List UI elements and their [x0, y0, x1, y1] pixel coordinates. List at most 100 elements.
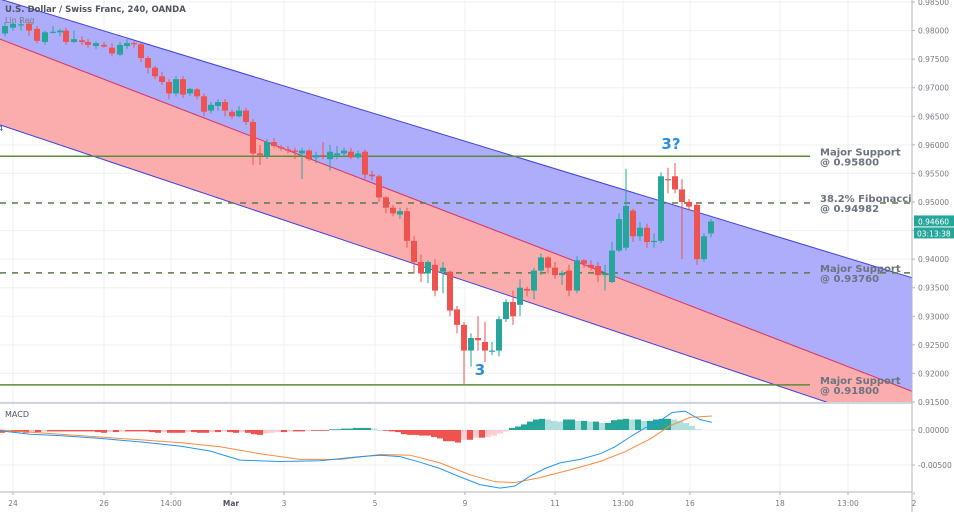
candle-body-down[interactable]: [348, 151, 354, 158]
candle-body-down[interactable]: [524, 288, 530, 291]
candle-body-up[interactable]: [574, 260, 580, 291]
macd-indicator-label[interactable]: MACD: [5, 410, 29, 419]
candle-body-down[interactable]: [432, 264, 438, 291]
candle-body-down[interactable]: [285, 149, 291, 151]
candle-body-down[interactable]: [320, 155, 326, 157]
candle-body-up[interactable]: [503, 302, 509, 320]
candle-body-down[interactable]: [482, 342, 488, 351]
candle-body-down[interactable]: [194, 89, 200, 97]
candle-body-up[interactable]: [425, 262, 431, 274]
candle-body-up[interactable]: [651, 240, 657, 243]
pane-separator[interactable]: [0, 402, 912, 404]
candle-body-down[interactable]: [201, 96, 207, 112]
candle-body-down[interactable]: [672, 176, 678, 190]
candle-body-up[interactable]: [264, 142, 270, 157]
candle-body-down[interactable]: [34, 28, 40, 41]
candle-body-down[interactable]: [292, 150, 298, 152]
candle-body-down[interactable]: [545, 257, 551, 268]
candle-body-up[interactable]: [93, 43, 99, 46]
candle-body-down[interactable]: [243, 110, 249, 122]
candle-body-up[interactable]: [658, 176, 664, 241]
linreg-indicator-label[interactable]: Lin Reg: [5, 16, 35, 25]
candle-body-down[interactable]: [101, 44, 107, 47]
candle-body-down[interactable]: [694, 204, 700, 260]
last-price-tag[interactable]: [914, 215, 954, 227]
candle-body-up[interactable]: [538, 257, 544, 271]
symbol-title[interactable]: U.S. Dollar / Swiss Franc, 240, OANDA: [5, 5, 186, 15]
candle-body-up[interactable]: [208, 104, 214, 111]
candle-body-down[interactable]: [63, 30, 69, 42]
candle-body-down[interactable]: [250, 122, 256, 154]
candle-body-down[interactable]: [630, 210, 636, 237]
candle-body-down[interactable]: [454, 309, 460, 325]
candle-body-down[interactable]: [369, 174, 375, 177]
candle-body-down[interactable]: [475, 338, 481, 341]
candle-body-down[interactable]: [131, 43, 137, 45]
candle-body-down[interactable]: [595, 266, 601, 276]
candle-body-down[interactable]: [686, 202, 692, 207]
candle-body-up[interactable]: [623, 206, 629, 248]
candle-body-up[interactable]: [42, 32, 48, 42]
candle-body-up[interactable]: [559, 272, 565, 276]
candle-body-up[interactable]: [173, 79, 179, 94]
candle-body-down[interactable]: [588, 264, 594, 268]
candle-body-down[interactable]: [510, 302, 516, 317]
candle-body-up[interactable]: [334, 153, 340, 156]
candle-body-down[interactable]: [145, 58, 151, 68]
candle-body-down[interactable]: [447, 271, 453, 311]
candle-body-up[interactable]: [531, 270, 537, 291]
candle-body-down[interactable]: [665, 179, 671, 181]
candle-body-down[interactable]: [166, 82, 172, 94]
candle-body-down[interactable]: [383, 197, 389, 208]
candle-body-down[interactable]: [376, 176, 382, 198]
candle-body-up[interactable]: [708, 221, 714, 234]
candle-body-up[interactable]: [341, 150, 347, 154]
candle-body-up[interactable]: [602, 273, 608, 276]
candle-body-up[interactable]: [187, 88, 193, 94]
candle-body-down[interactable]: [411, 240, 417, 262]
candle-body-up[interactable]: [57, 30, 63, 33]
price-axis-background[interactable]: [912, 0, 954, 512]
candle-body-down[interactable]: [180, 79, 186, 95]
candle-body-down[interactable]: [679, 189, 685, 202]
candle-body-down[interactable]: [257, 153, 263, 156]
candle-body-down[interactable]: [390, 207, 396, 214]
candle-body-down[interactable]: [461, 324, 467, 351]
candle-body-down[interactable]: [26, 23, 32, 31]
candle-body-up[interactable]: [2, 26, 8, 34]
candle-body-down[interactable]: [79, 40, 85, 42]
candle-body-down[interactable]: [306, 150, 312, 160]
candle-body-up[interactable]: [397, 211, 403, 215]
candle-body-up[interactable]: [489, 350, 495, 352]
candle-body-up[interactable]: [124, 43, 130, 46]
candle-body-up[interactable]: [616, 219, 622, 251]
candle-body-up[interactable]: [215, 102, 221, 106]
candle-body-down[interactable]: [362, 151, 368, 175]
candle-body-up[interactable]: [10, 23, 16, 28]
candle-body-up[interactable]: [18, 24, 24, 26]
candle-body-up[interactable]: [468, 338, 474, 351]
candle-body-up[interactable]: [50, 31, 56, 33]
candle-body-up[interactable]: [701, 236, 707, 260]
candle-body-up[interactable]: [327, 151, 333, 160]
candle-body-down[interactable]: [138, 44, 144, 58]
candle-body-down[interactable]: [229, 111, 235, 117]
candle-body-up[interactable]: [71, 39, 77, 42]
candle-body-up[interactable]: [637, 227, 643, 237]
candle-body-up[interactable]: [609, 250, 615, 282]
candle-body-down[interactable]: [644, 227, 650, 242]
candle-body-down[interactable]: [566, 270, 572, 291]
candle-body-up[interactable]: [440, 267, 446, 272]
candle-body-down[interactable]: [222, 102, 228, 111]
candle-body-down[interactable]: [404, 211, 410, 241]
candle-body-down[interactable]: [109, 47, 115, 54]
candle-body-down[interactable]: [271, 142, 277, 146]
candle-body-down[interactable]: [152, 67, 158, 77]
candle-body-up[interactable]: [496, 319, 502, 351]
candle-body-down[interactable]: [418, 262, 424, 274]
candle-body-down[interactable]: [159, 76, 165, 82]
candle-body-down[interactable]: [278, 147, 284, 149]
candle-body-down[interactable]: [581, 260, 587, 264]
candle-body-up[interactable]: [117, 44, 123, 55]
